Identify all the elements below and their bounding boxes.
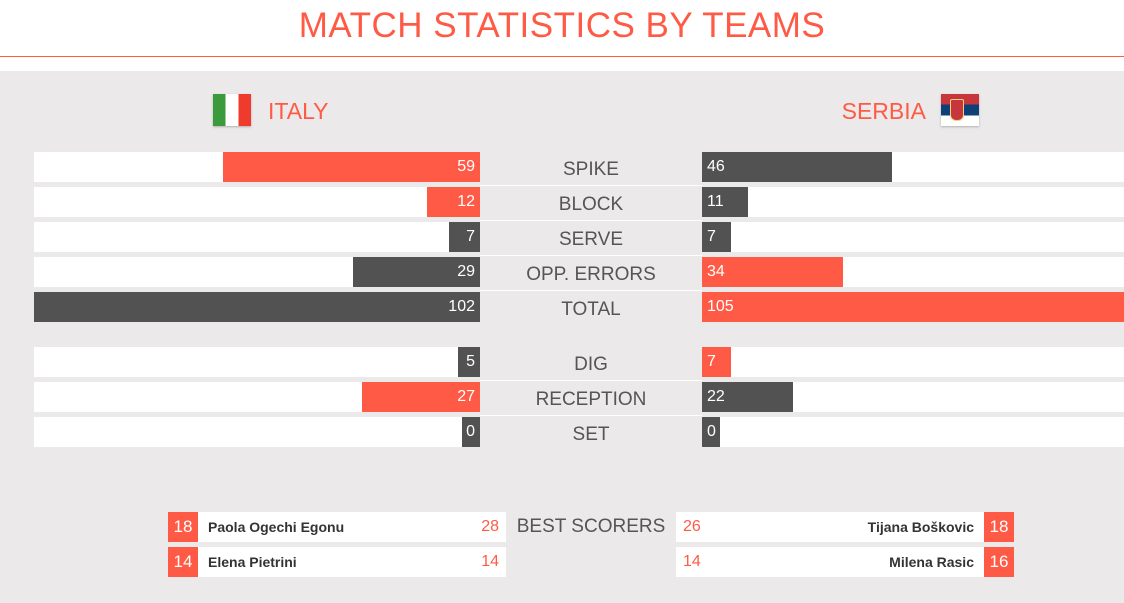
stat-bar-right: 7 (702, 222, 731, 252)
stat-label: RECEPTION (480, 382, 702, 416)
stat-track-right: 7 (702, 347, 1124, 377)
team-name-left: ITALY (268, 98, 329, 124)
scorer-number-badge: 18 (984, 512, 1014, 542)
stat-bar-left: 7 (449, 222, 480, 252)
stat-track-right: 46 (702, 152, 1124, 182)
italy-flag-icon (213, 94, 251, 126)
stat-bar-left: 29 (353, 257, 480, 287)
stat-label: SERVE (480, 222, 702, 256)
stat-bar-right: 7 (702, 347, 731, 377)
stat-track-left: 0 (34, 417, 480, 447)
serbia-flag-icon (941, 94, 979, 126)
stat-label: SET (572, 424, 610, 445)
stat-bar-right: 46 (702, 152, 892, 182)
stat-track-left: 7 (34, 222, 480, 252)
stat-bar-left: 102 (34, 292, 480, 322)
team-name-right: SERBIA (841, 98, 926, 124)
stat-track-right: 0 (702, 417, 1124, 447)
scorer-row-left-1[interactable]: 18 Paola Ogechi Egonu 28 (168, 512, 506, 542)
scorer-number-badge: 16 (984, 547, 1014, 577)
stat-track-left: 102 (34, 292, 480, 322)
stat-track-left: 29 (34, 257, 480, 287)
stat-label: DIG (480, 347, 702, 381)
scorer-number-badge: 14 (168, 547, 198, 577)
stat-track-right: 34 (702, 257, 1124, 287)
stat-bar-right: 0 (702, 417, 720, 447)
stat-label: TOTAL (561, 299, 621, 320)
page-title: MATCH STATISTICS BY TEAMS (298, 6, 826, 45)
scorer-name: Milena Rasic (889, 554, 974, 570)
stat-track-left: 27 (34, 382, 480, 412)
stat-track-left: 5 (34, 347, 480, 377)
scorer-points: 14 (683, 553, 701, 570)
stat-label: OPP. ERRORS (480, 257, 702, 291)
scorer-row-right-2[interactable]: 14 Milena Rasic 16 (676, 547, 1014, 577)
scorer-number-badge: 18 (168, 512, 198, 542)
title-divider (0, 56, 1124, 57)
scorer-points: 26 (683, 518, 701, 535)
stat-track-right: 105 (702, 292, 1124, 322)
stat-label: BLOCK (480, 187, 702, 221)
stat-bar-right: 22 (702, 382, 793, 412)
scorer-points: 14 (481, 553, 499, 570)
stat-bar-left: 5 (458, 347, 480, 377)
stat-track-right: 11 (702, 187, 1124, 217)
stat-track-left: 59 (34, 152, 480, 182)
stat-bar-left: 0 (462, 417, 480, 447)
scorer-row-left-2[interactable]: 14 Elena Pietrini 14 (168, 547, 506, 577)
stat-track-right: 7 (702, 222, 1124, 252)
stat-bar-right: 11 (702, 187, 748, 217)
scorer-points: 28 (481, 518, 499, 535)
stat-bar-left: 27 (362, 382, 480, 412)
scorer-row-right-1[interactable]: 26 Tijana Boškovic 18 (676, 512, 1014, 542)
stat-track-right: 22 (702, 382, 1124, 412)
stat-label: SPIKE (480, 152, 702, 186)
stat-bar-right: 34 (702, 257, 843, 287)
stat-bar-left: 12 (427, 187, 480, 217)
best-scorers-label: BEST SCORERS (516, 516, 666, 537)
stat-bar-right: 105 (702, 292, 1124, 322)
stat-track-left: 12 (34, 187, 480, 217)
scorer-name: Paola Ogechi Egonu (208, 519, 345, 535)
stat-bar-left: 59 (223, 152, 480, 182)
scorer-name: Elena Pietrini (208, 554, 297, 570)
scorer-name: Tijana Boškovic (867, 519, 974, 535)
